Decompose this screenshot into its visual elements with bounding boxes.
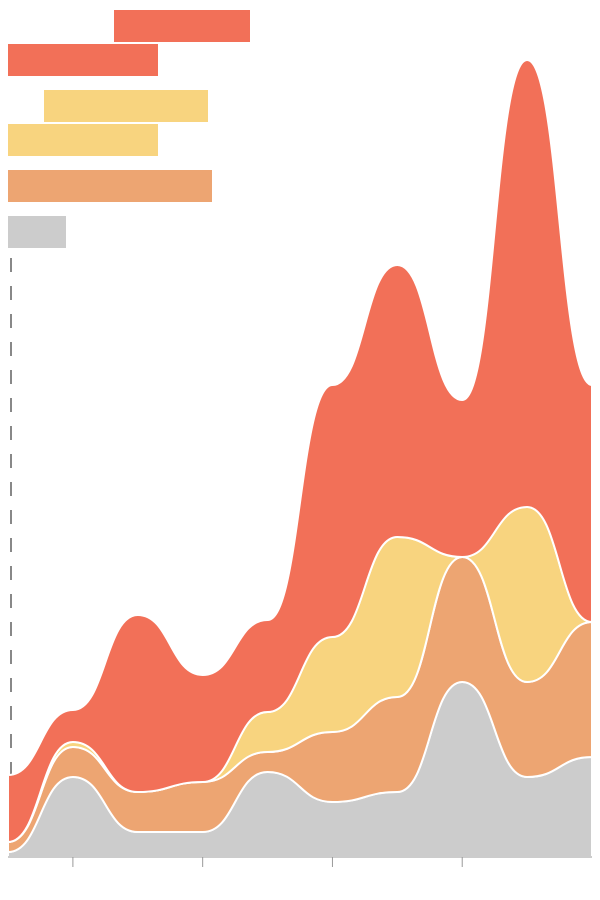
stream-layer xyxy=(7,58,593,844)
legend-bar xyxy=(114,10,250,42)
legend-bar xyxy=(8,44,158,76)
legend-bar xyxy=(8,170,212,202)
legend-bar xyxy=(8,124,158,156)
areas xyxy=(7,58,593,859)
legend-bar xyxy=(44,90,208,122)
legend-bar xyxy=(8,216,66,248)
legend-bars xyxy=(8,10,250,248)
